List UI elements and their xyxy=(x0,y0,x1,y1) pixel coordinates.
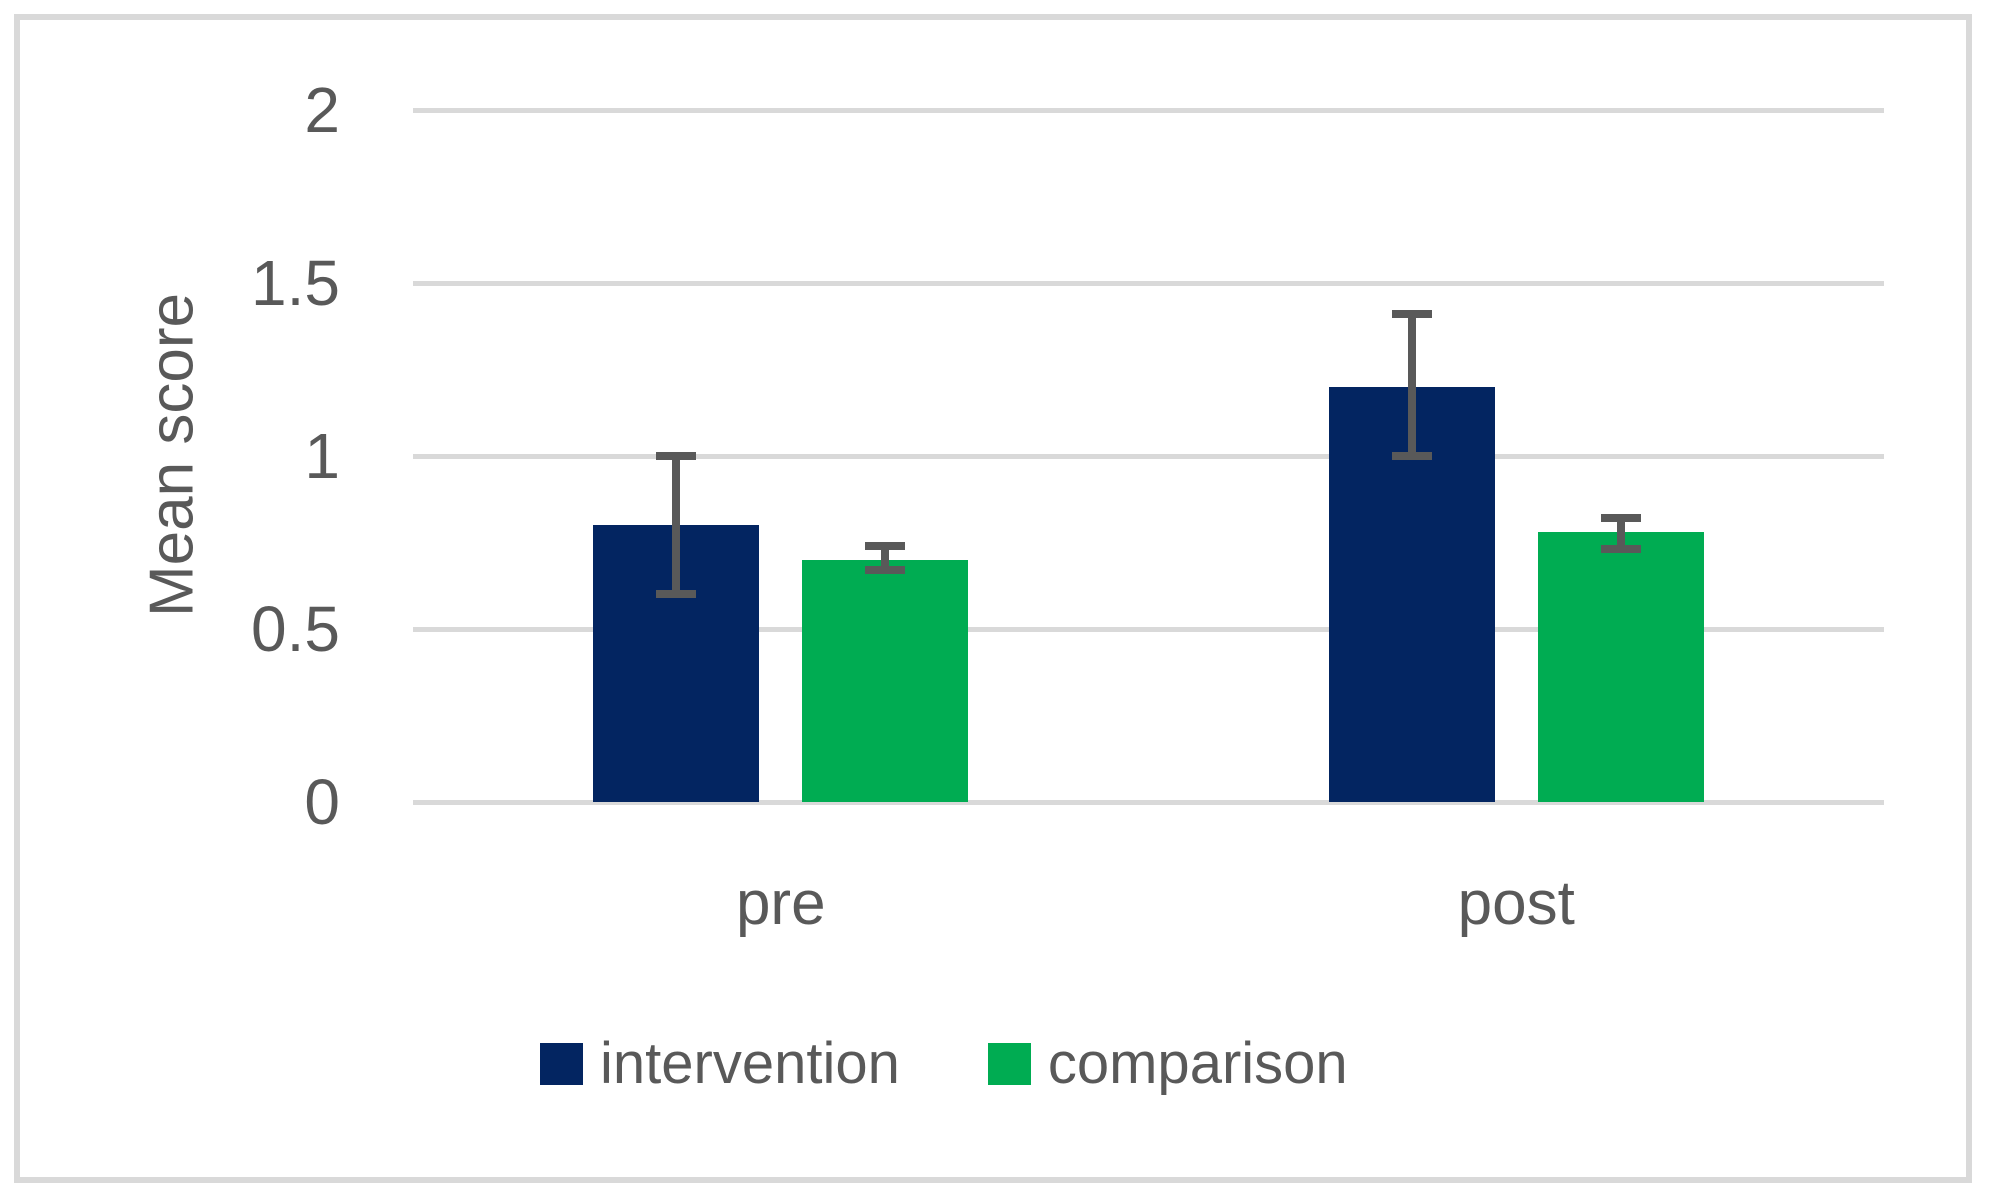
x-category-label-post: post xyxy=(1457,869,1575,938)
y-tick-label-1.5: 1.5 xyxy=(251,247,340,319)
legend-label-intervention: intervention xyxy=(600,1031,900,1096)
y-tick-label-0: 0 xyxy=(304,766,340,838)
legend: intervention comparison xyxy=(540,1030,1348,1097)
y-tick-label-2: 2 xyxy=(304,74,340,146)
error-bar-cap-bottom-intervention-post xyxy=(1391,452,1432,460)
error-bar-stem-intervention-pre xyxy=(672,456,681,595)
legend-entry-intervention: intervention xyxy=(540,1030,900,1097)
bar-comparison-post xyxy=(1537,532,1704,802)
gridline-y-0 xyxy=(413,799,1884,805)
gridline-y-0.5 xyxy=(413,626,1884,632)
plot-area xyxy=(413,107,1884,805)
error-bar-cap-top-comparison-pre xyxy=(865,541,906,550)
error-bar-cap-top-intervention-post xyxy=(1391,310,1432,319)
error-bar-cap-bottom-intervention-pre xyxy=(656,590,697,599)
error-bar-stem-intervention-post xyxy=(1407,314,1416,456)
legend-entry-comparison: comparison xyxy=(987,1030,1348,1097)
gridline-y-1.5 xyxy=(413,280,1884,286)
error-bar-cap-top-intervention-pre xyxy=(656,452,697,460)
bar-comparison-pre xyxy=(802,559,969,802)
error-bar-cap-bottom-comparison-post xyxy=(1600,545,1641,554)
gridline-y-2 xyxy=(413,107,1884,113)
error-bar-cap-bottom-comparison-pre xyxy=(865,566,906,575)
error-bar-stem-comparison-post xyxy=(1616,518,1625,550)
error-bar-stem-comparison-pre xyxy=(881,545,890,571)
error-bar-cap-top-comparison-post xyxy=(1600,514,1641,523)
x-category-label-pre: pre xyxy=(735,869,826,938)
gridline-y-1 xyxy=(413,453,1884,459)
y-tick-label-1: 1 xyxy=(304,420,340,492)
chart-border xyxy=(14,14,1972,1183)
legend-swatch-comparison xyxy=(987,1042,1031,1085)
legend-label-comparison: comparison xyxy=(1047,1031,1348,1096)
y-tick-label-0.5: 0.5 xyxy=(251,593,340,665)
legend-swatch-intervention xyxy=(540,1042,583,1085)
